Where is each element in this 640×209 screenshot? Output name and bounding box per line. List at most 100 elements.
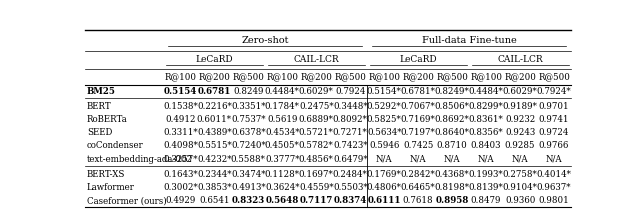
Text: 0.8139*: 0.8139* [468,183,504,192]
Text: 0.8249*: 0.8249* [435,87,470,96]
Text: 0.6781: 0.6781 [198,87,231,96]
Text: text-embedding-ada-002: text-embedding-ada-002 [87,155,193,164]
Text: 0.9104*: 0.9104* [502,183,538,192]
Text: 0.3853*: 0.3853* [197,183,232,192]
Text: 0.5292*: 0.5292* [367,102,401,111]
Text: 0.7537*: 0.7537* [231,115,266,124]
Text: Caseformer (ours): Caseformer (ours) [87,196,166,205]
Text: 0.7271*: 0.7271* [333,128,367,137]
Text: 0.1784*: 0.1784* [265,102,300,111]
Text: 0.7924: 0.7924 [335,87,365,96]
Text: 0.2475*: 0.2475* [299,102,333,111]
Text: 0.4505*: 0.4505* [265,141,300,150]
Text: LeCaRD: LeCaRD [399,55,437,64]
Text: N/A: N/A [444,155,460,164]
Text: 0.5648: 0.5648 [266,196,299,205]
Text: 0.1769*: 0.1769* [367,170,401,179]
Text: 0.9724: 0.9724 [539,128,569,137]
Text: 0.1128*: 0.1128* [265,170,300,179]
Text: 0.7425: 0.7425 [403,141,433,150]
Text: N/A: N/A [512,155,529,164]
Text: 0.5154*: 0.5154* [367,87,401,96]
Text: 0.3257*: 0.3257* [163,155,198,164]
Text: 0.6111: 0.6111 [367,196,401,205]
Text: 0.3474*: 0.3474* [231,170,266,179]
Text: 0.2216*: 0.2216* [197,102,232,111]
Text: 0.1993*: 0.1993* [468,170,504,179]
Text: coCondenser: coCondenser [87,141,144,150]
Text: R@100: R@100 [368,72,400,81]
Text: 0.7169*: 0.7169* [401,115,436,124]
Text: 0.5154: 0.5154 [164,87,197,96]
Text: 0.4856*: 0.4856* [299,155,333,164]
Text: 0.5825*: 0.5825* [367,115,401,124]
Text: 0.8692*: 0.8692* [435,115,470,124]
Text: 0.8092*: 0.8092* [333,115,367,124]
Text: 0.4913*: 0.4913* [231,183,266,192]
Text: 0.9766: 0.9766 [539,141,569,150]
Text: 0.8479: 0.8479 [471,196,501,205]
Text: 0.3624*: 0.3624* [265,183,300,192]
Text: N/A: N/A [376,155,392,164]
Text: 0.1697*: 0.1697* [299,170,333,179]
Text: R@500: R@500 [232,72,264,81]
Text: RoBERTa: RoBERTa [87,115,128,124]
Text: 0.3351*: 0.3351* [231,102,266,111]
Text: 0.8403: 0.8403 [471,141,501,150]
Text: 0.8198*: 0.8198* [435,183,470,192]
Text: 0.7067*: 0.7067* [401,102,436,111]
Text: 0.9637*: 0.9637* [537,183,572,192]
Text: 0.5588*: 0.5588* [231,155,266,164]
Text: 0.6479*: 0.6479* [333,155,367,164]
Text: Zero-shot: Zero-shot [241,36,289,45]
Text: 0.3777*: 0.3777* [265,155,300,164]
Text: R@200: R@200 [300,72,332,81]
Text: 0.5782*: 0.5782* [299,141,333,150]
Text: 0.9232: 0.9232 [505,115,535,124]
Text: R@500: R@500 [436,72,468,81]
Text: 0.3448*: 0.3448* [333,102,367,111]
Text: R@100: R@100 [164,72,196,81]
Text: R@500: R@500 [538,72,570,81]
Text: N/A: N/A [410,155,426,164]
Text: 0.4559*: 0.4559* [299,183,333,192]
Text: 0.4098*: 0.4098* [163,141,198,150]
Text: 0.6781*: 0.6781* [401,87,436,96]
Text: 0.5946: 0.5946 [369,141,399,150]
Text: R@200: R@200 [198,72,230,81]
Text: CAIL-LCR: CAIL-LCR [293,55,339,64]
Text: 0.8506*: 0.8506* [435,102,470,111]
Text: 0.3311*: 0.3311* [163,128,198,137]
Text: BERT-XS: BERT-XS [87,170,125,179]
Text: R@500: R@500 [334,72,366,81]
Text: 0.7240*: 0.7240* [231,141,266,150]
Text: 0.5515*: 0.5515* [197,141,232,150]
Text: 0.9701: 0.9701 [539,102,570,111]
Text: R@200: R@200 [402,72,434,81]
Text: R@200: R@200 [504,72,536,81]
Text: 0.6378*: 0.6378* [231,128,266,137]
Text: 0.7924*: 0.7924* [537,87,572,96]
Text: 0.7618: 0.7618 [403,196,433,205]
Text: 0.4929: 0.4929 [165,196,195,205]
Text: 0.7197*: 0.7197* [401,128,436,137]
Text: 0.9285: 0.9285 [505,141,535,150]
Text: 0.2344*: 0.2344* [197,170,232,179]
Text: 0.9243: 0.9243 [505,128,535,137]
Text: 0.9741: 0.9741 [539,115,570,124]
Text: 0.4534*: 0.4534* [265,128,300,137]
Text: 0.4014*: 0.4014* [536,170,572,179]
Text: 0.6541: 0.6541 [199,196,230,205]
Text: 0.8710: 0.8710 [436,141,467,150]
Text: 0.4912: 0.4912 [165,115,196,124]
Text: R@100: R@100 [470,72,502,81]
Text: 0.8374: 0.8374 [333,196,367,205]
Text: 0.6889*: 0.6889* [299,115,333,124]
Text: 0.8356*: 0.8356* [468,128,504,137]
Text: 0.7117: 0.7117 [300,196,333,205]
Text: 0.8640*: 0.8640* [435,128,470,137]
Text: 0.4368*: 0.4368* [435,170,469,179]
Text: 0.9360: 0.9360 [505,196,535,205]
Text: 0.4232*: 0.4232* [197,155,232,164]
Text: N/A: N/A [478,155,495,164]
